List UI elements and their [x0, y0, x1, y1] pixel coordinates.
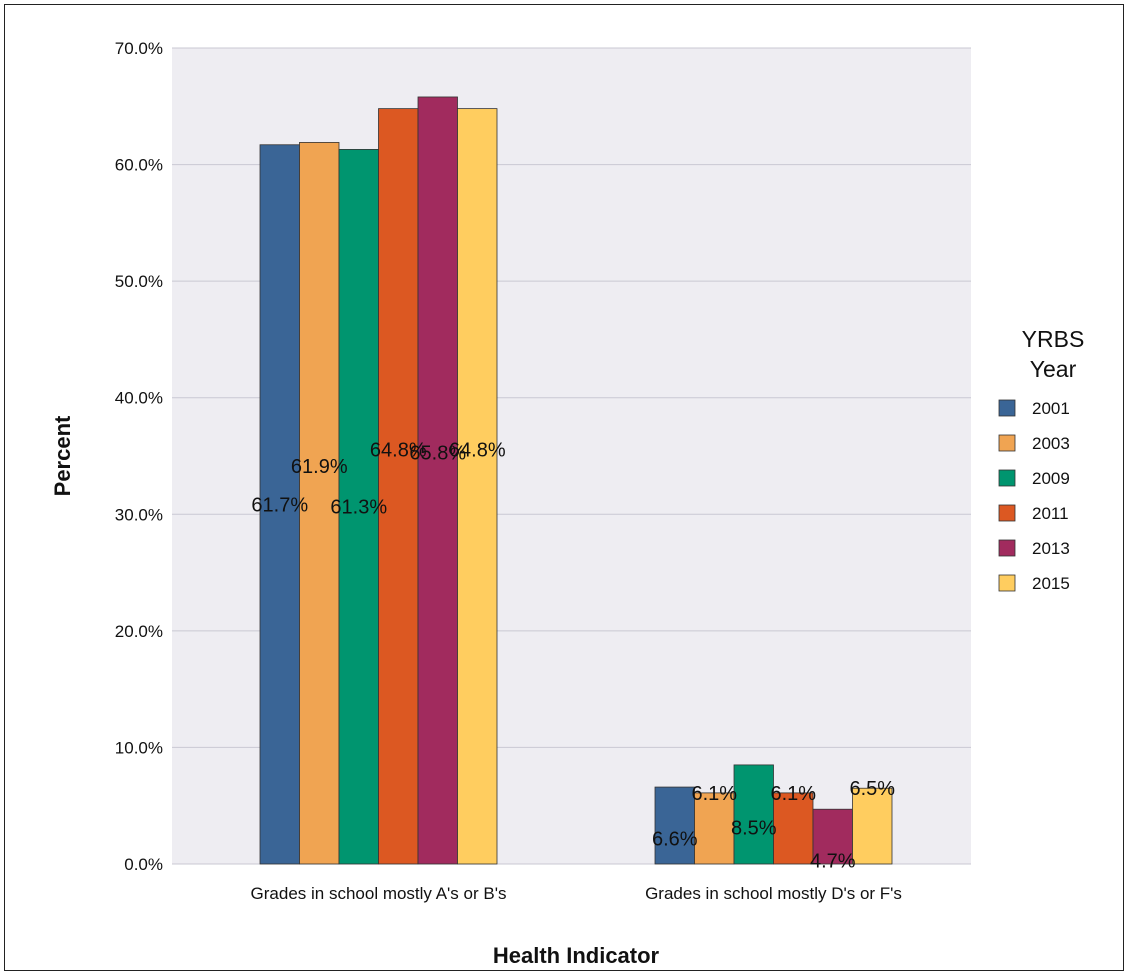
legend: YRBS Year 2001 2003 2009 2011 2013 2015: [998, 326, 1085, 593]
y-axis-title: Percent: [50, 415, 75, 496]
legend-label-2009: 2009: [1032, 469, 1070, 488]
bar-2011-1: [773, 792, 814, 865]
y-tick-label: 20.0%: [115, 622, 163, 641]
y-tick-label: 40.0%: [115, 389, 163, 408]
legend-label-2013: 2013: [1032, 539, 1070, 558]
data-label-2011-1: 6.1%: [770, 783, 816, 805]
data-label-2013-0: 65.8%: [409, 442, 466, 464]
bars: [259, 96, 893, 865]
legend-label-2011: 2011: [1032, 504, 1069, 523]
y-tick-label: 0.0%: [124, 855, 163, 874]
legend-swatch-2003: [998, 434, 1016, 452]
bar-2001-1: [654, 786, 695, 865]
x-axis-categories: Grades in school mostly A's or B's Grades…: [251, 884, 902, 903]
legend-label-2003: 2003: [1032, 434, 1070, 453]
data-label-2001-1: 6.6%: [652, 829, 698, 851]
y-tick-label: 70.0%: [115, 39, 163, 58]
bar-2009-0: [338, 149, 379, 865]
data-label-2003-0: 61.9%: [291, 456, 348, 478]
y-tick-label: 50.0%: [115, 272, 163, 291]
legend-swatch-2011: [998, 504, 1016, 522]
data-labels: 61.7% 61.9% 61.3% 64.8%65.8%64.8% 6.6% 6.1% 8.…: [251, 439, 895, 872]
y-tick-label: 60.0%: [115, 156, 163, 175]
bar-2011-0: [378, 108, 419, 865]
legend-swatch-2001: [998, 399, 1016, 417]
bar-2003-0: [299, 142, 340, 865]
data-label-2001-0: 61.7%: [251, 494, 308, 516]
data-label-2009-0: 61.3%: [330, 497, 387, 519]
y-axis-ticks: 0.0% 10.0% 20.0% 30.0% 40.0% 50.0% 60.0% 70.0%: [115, 39, 163, 874]
bar-2009-1: [733, 764, 774, 865]
legend-swatch-2009: [998, 469, 1016, 487]
data-label-2003-1: 6.1%: [691, 783, 737, 805]
bar-2003-1: [694, 792, 735, 865]
data-label-2009-1: 8.5%: [731, 817, 777, 839]
legend-label-2015: 2015: [1032, 574, 1070, 593]
data-label-2015-0: 64.8%: [449, 439, 506, 461]
legend-title: Year: [1030, 356, 1077, 382]
bar-2015-1: [852, 787, 893, 865]
y-tick-label: 30.0%: [115, 505, 163, 524]
x-axis-title: Health Indicator: [493, 943, 660, 968]
bar-2015-0: [457, 108, 498, 865]
x-category-label: Grades in school mostly D's or F's: [645, 884, 902, 903]
bar-2013-1: [812, 808, 853, 865]
y-tick-label: 10.0%: [115, 738, 163, 757]
legend-swatch-2013: [998, 539, 1016, 557]
legend-swatch-2015: [998, 574, 1016, 592]
data-label-2013-1: 4.7%: [810, 851, 856, 873]
x-category-label: Grades in school mostly A's or B's: [251, 884, 507, 903]
legend-label-2001: 2001: [1032, 399, 1070, 418]
data-label-2011-0: 64.8%: [370, 439, 427, 461]
data-label-2015-1: 6.5%: [849, 778, 895, 800]
legend-title: YRBS: [1022, 326, 1085, 352]
bar-2013-0: [417, 96, 458, 865]
bar-2001-0: [259, 144, 300, 865]
